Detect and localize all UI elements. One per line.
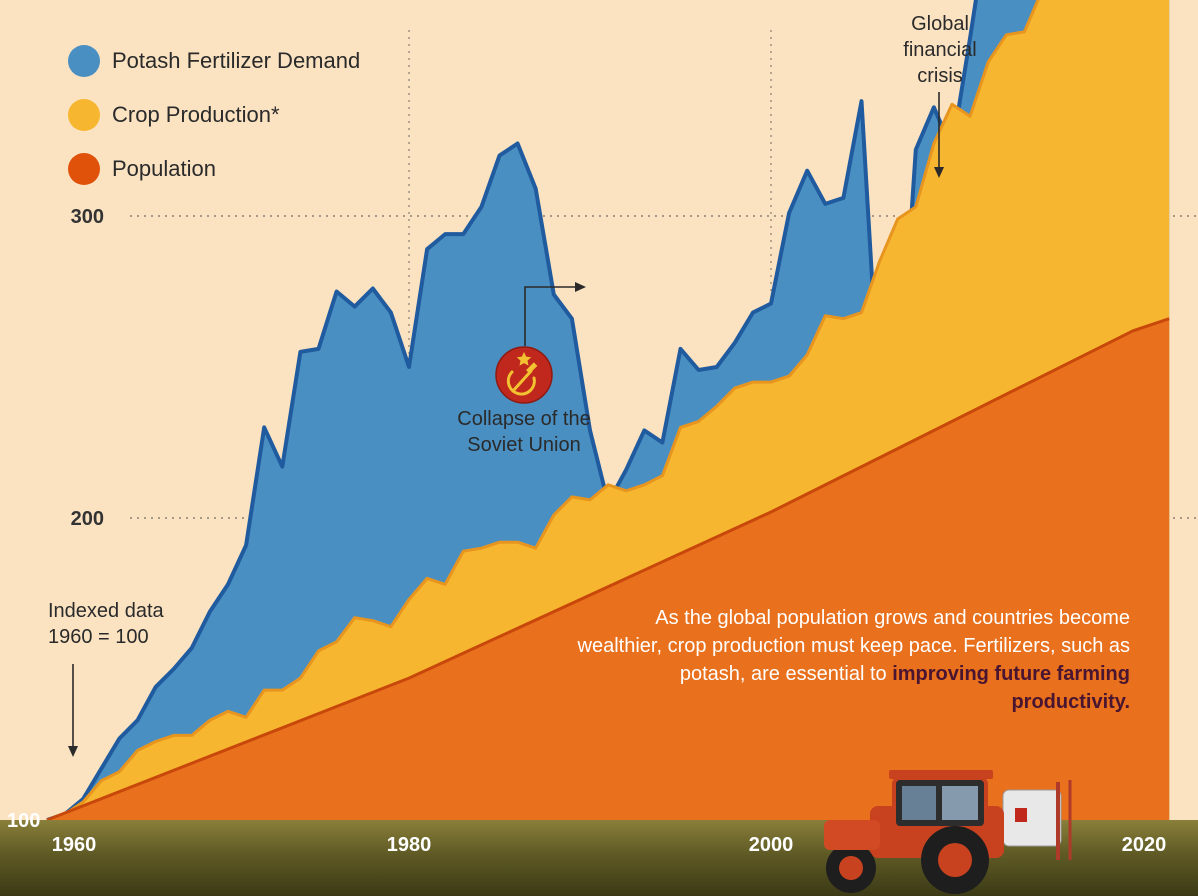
soviet-hammer-sickle-icon <box>495 346 553 404</box>
badge-star <box>516 352 532 366</box>
tractor-hood <box>824 820 880 850</box>
y-tick-label-300: 300 <box>71 206 104 228</box>
indexed-arrowhead <box>68 746 78 757</box>
badge-hammer-handle <box>511 369 533 393</box>
tractor-icon <box>824 770 1072 894</box>
tractor-rear-hub <box>938 843 972 877</box>
legend-dot-population <box>68 153 100 185</box>
crisis-line-3: crisis <box>917 65 963 87</box>
x-tick-label-1980: 1980 <box>387 834 432 856</box>
tractor-window-2 <box>942 786 978 820</box>
soviet-line-1: Collapse of the <box>457 408 591 430</box>
soviet-arrowhead <box>575 282 586 292</box>
sprayer-tank <box>1002 789 1062 847</box>
line-crop <box>46 0 1040 822</box>
legend-item-potash: Potash Fertilizer Demand <box>68 34 360 88</box>
badge-sickle <box>506 370 536 396</box>
indexed-data-note: Indexed data 1960 = 100 <box>48 598 164 650</box>
x-tick-label-2000: 2000 <box>749 834 794 856</box>
badge-hammer-head <box>526 362 538 374</box>
area-population <box>47 318 1170 820</box>
x-tick-label-2020: 2020 <box>1122 834 1167 856</box>
summary-text: As the global population grows and count… <box>577 607 1130 685</box>
tractor-window <box>902 786 936 820</box>
soviet-collapse-note: Collapse of the Soviet Union <box>424 406 624 458</box>
tractor-front-hub <box>839 856 863 880</box>
legend-item-population: Population <box>68 142 360 196</box>
indexed-line-2: 1960 = 100 <box>48 626 149 648</box>
summary-note: As the global population grows and count… <box>570 604 1130 716</box>
sprayer-label <box>1015 808 1027 822</box>
summary-highlight: improving future farming productivity. <box>892 663 1130 713</box>
y-tick-label-200: 200 <box>71 508 104 530</box>
legend-dot-crop <box>68 99 100 131</box>
soviet-arrow <box>524 286 577 346</box>
legend: Potash Fertilizer Demand Crop Production… <box>68 34 360 196</box>
tractor-roof <box>889 770 993 779</box>
line-population <box>46 317 1170 822</box>
legend-label-potash: Potash Fertilizer Demand <box>112 48 361 73</box>
crisis-line-1: Global <box>911 13 969 35</box>
x-tick-label-1960: 1960 <box>52 834 97 856</box>
y-tick-label-100: 100 <box>7 810 40 832</box>
soviet-line-2: Soviet Union <box>467 434 581 456</box>
financial-crisis-note: Global financial crisis <box>880 11 1000 89</box>
crisis-arrowhead <box>934 167 944 178</box>
legend-label-crop: Crop Production* <box>112 102 280 127</box>
legend-item-crop: Crop Production* <box>68 88 360 142</box>
legend-dot-potash <box>68 45 100 77</box>
indexed-line-1: Indexed data <box>48 600 164 622</box>
legend-label-population: Population <box>112 156 216 181</box>
crisis-line-2: financial <box>903 39 977 61</box>
